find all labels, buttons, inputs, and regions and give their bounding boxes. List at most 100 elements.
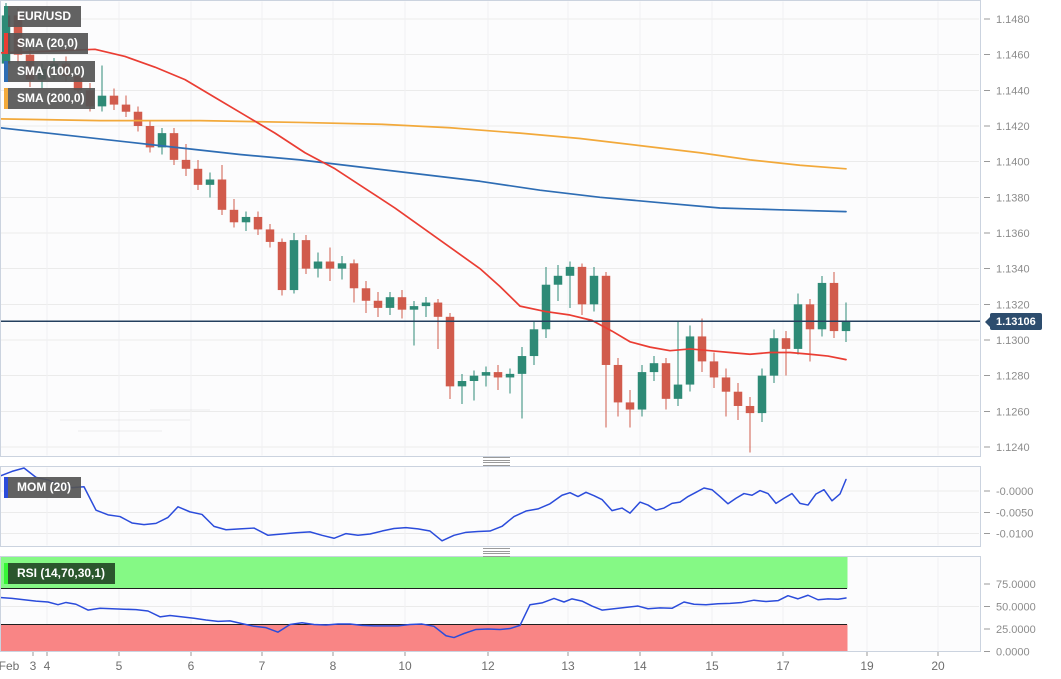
candle <box>829 282 839 332</box>
candle <box>721 377 731 392</box>
svg-text:5: 5 <box>116 659 123 673</box>
candle <box>421 302 431 307</box>
rsi-panel-resize-grip[interactable] <box>483 548 510 557</box>
candle <box>289 240 299 291</box>
candle <box>601 275 611 365</box>
symbol-label: EUR/USD <box>8 6 82 27</box>
candle <box>577 266 587 305</box>
candle <box>517 356 527 374</box>
candle <box>373 300 383 308</box>
svg-text:3: 3 <box>30 659 37 673</box>
candle <box>565 266 575 276</box>
candle <box>217 179 227 210</box>
candle <box>433 302 443 317</box>
momentum-panel <box>0 466 981 547</box>
watermark <box>60 409 210 432</box>
candle <box>253 216 263 230</box>
svg-text:1.1400: 1.1400 <box>996 157 1030 169</box>
svg-text:8: 8 <box>330 659 337 673</box>
svg-text:12: 12 <box>481 659 495 673</box>
candle <box>193 168 203 185</box>
current-price-value: 1.13106 <box>996 315 1036 328</box>
momentum-legend[interactable]: MOM (20) <box>4 477 81 498</box>
candle <box>769 338 779 376</box>
sma20-legend[interactable]: SMA (20,0) <box>4 33 88 54</box>
sma100-legend[interactable]: SMA (100,0) <box>4 61 95 82</box>
candle <box>97 95 107 107</box>
price-badge-arrow-icon <box>985 316 990 327</box>
svg-text:Feb: Feb <box>0 659 20 673</box>
candle <box>685 336 695 385</box>
candle <box>145 125 155 148</box>
sma100-label: SMA (100,0) <box>8 61 95 82</box>
candle <box>385 297 395 308</box>
candle <box>481 372 491 376</box>
candle <box>349 263 359 289</box>
candle <box>805 304 815 330</box>
svg-text:75.0000: 75.0000 <box>996 579 1036 591</box>
candle <box>673 384 683 399</box>
candle <box>313 261 323 269</box>
candle <box>733 391 743 406</box>
candle <box>757 375 767 414</box>
candle <box>457 381 467 387</box>
svg-text:4: 4 <box>44 659 51 673</box>
price-axis: 1.1480 1.1460 1.1440 1.1420 1.1400 1.1380 1.13… <box>984 14 1036 659</box>
candle <box>505 373 515 378</box>
svg-text:1.1260: 1.1260 <box>996 406 1030 418</box>
svg-text:1.1360: 1.1360 <box>996 228 1030 240</box>
momentum-panel-resize-grip[interactable] <box>483 457 510 466</box>
candle <box>337 263 347 269</box>
candle <box>589 275 599 305</box>
svg-text:-0.0050: -0.0050 <box>996 507 1033 519</box>
candle <box>265 229 275 242</box>
candle <box>781 338 791 349</box>
rsi-legend[interactable]: RSI (14,70,30,1) <box>4 563 116 584</box>
rsi-oversold-band <box>0 624 848 652</box>
main-panel <box>0 0 981 457</box>
candle <box>73 76 83 91</box>
candle <box>841 321 851 332</box>
svg-text:1.1320: 1.1320 <box>996 299 1030 311</box>
svg-text:1.1380: 1.1380 <box>996 192 1030 204</box>
svg-text:-0.0000: -0.0000 <box>996 486 1033 498</box>
symbol-legend[interactable]: EUR/USD <box>4 6 82 27</box>
svg-text:50.0000: 50.0000 <box>996 602 1036 614</box>
svg-text:1.1300: 1.1300 <box>996 335 1030 347</box>
candle <box>553 275 563 285</box>
panel-border <box>0 466 981 547</box>
svg-text:1.1340: 1.1340 <box>996 264 1030 276</box>
candle <box>637 372 647 410</box>
rsi-label: RSI (14,70,30,1) <box>8 563 116 584</box>
sma200-stripe <box>4 88 8 109</box>
candle <box>469 375 479 382</box>
svg-text:1.1420: 1.1420 <box>996 121 1030 133</box>
sma100-stripe <box>4 61 8 82</box>
svg-text:19: 19 <box>860 659 874 673</box>
sma200-legend[interactable]: SMA (200,0) <box>4 88 95 109</box>
sma20-label: SMA (20,0) <box>8 33 88 54</box>
candle <box>361 288 371 301</box>
candle <box>745 405 755 414</box>
candle <box>541 284 551 330</box>
candles <box>1 2 851 453</box>
candle <box>301 240 311 269</box>
candle <box>157 133 167 148</box>
sma100-line <box>0 126 847 213</box>
sma200-label: SMA (200,0) <box>8 88 95 109</box>
candle <box>529 329 539 357</box>
svg-text:1.1460: 1.1460 <box>996 50 1030 62</box>
candle <box>397 297 407 310</box>
sma20-stripe <box>4 33 8 54</box>
svg-text:1.1240: 1.1240 <box>996 442 1030 454</box>
candle <box>205 179 215 185</box>
candle <box>493 372 503 378</box>
sma20-line <box>0 48 847 361</box>
rsi-stripe <box>4 563 8 584</box>
candle <box>817 282 827 330</box>
candle <box>709 361 719 378</box>
svg-text:1.1280: 1.1280 <box>996 371 1030 383</box>
svg-text:15: 15 <box>705 659 719 673</box>
